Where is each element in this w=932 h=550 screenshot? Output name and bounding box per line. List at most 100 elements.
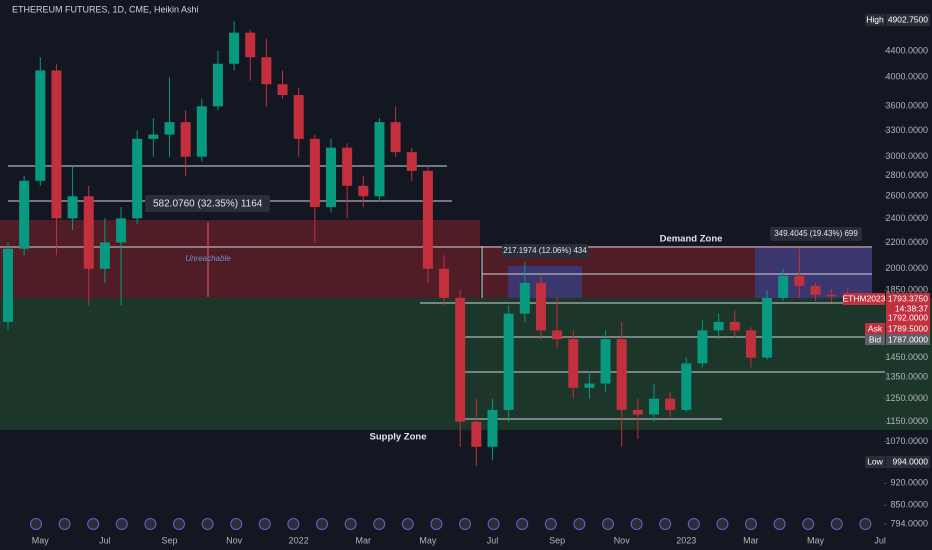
tag-value: 1792.0000 [888, 312, 928, 322]
candle-body [535, 282, 546, 331]
candle-body [422, 170, 433, 269]
candle-body [35, 70, 46, 181]
tag-bg [865, 14, 885, 26]
candle-body [552, 330, 563, 340]
y-tick-label: 1450.0000 [885, 352, 928, 362]
zones [0, 220, 932, 430]
candle-body [374, 122, 385, 197]
event-icon [687, 518, 700, 530]
candle-body [67, 196, 78, 219]
event-icon [401, 518, 414, 530]
tag-bg [886, 14, 930, 26]
x-tick-label: Nov [614, 535, 631, 545]
tag-value: 4902.7500 [888, 14, 928, 24]
candle-body [261, 57, 272, 85]
candle-body [293, 95, 304, 139]
tag-label: Low [867, 456, 883, 466]
zone-green [0, 298, 932, 430]
event-icon [58, 518, 71, 530]
candle-body [116, 218, 127, 243]
y-tick-label: 1850.0000 [885, 285, 928, 295]
y-tick-label: 1350.0000 [885, 372, 928, 382]
candle-body [632, 409, 643, 415]
candle-body [132, 138, 143, 219]
zone-label: Demand Zone [660, 234, 723, 245]
candles [3, 21, 853, 466]
tag-bg [865, 456, 885, 468]
measure-label: 582.0760 (32.35%) 1164 [153, 199, 263, 210]
tag-bg [886, 334, 930, 345]
event-icon [802, 518, 815, 530]
candle-body [584, 383, 595, 388]
event-icon [745, 518, 757, 530]
note: Unreachable [185, 254, 231, 263]
y-tick-label: 2200.0000 [885, 237, 928, 247]
event-icon [773, 518, 786, 530]
tag-label: Bid [869, 334, 882, 344]
candle-body [519, 282, 530, 314]
candle-body [277, 84, 288, 96]
candle-body [19, 180, 30, 249]
candle-body [406, 152, 417, 171]
candle-body [616, 339, 627, 410]
y-tick-label: 1250.0000 [885, 393, 928, 403]
tag-value: 1789.5000 [888, 323, 928, 333]
x-tick-label: Mar [743, 535, 759, 545]
x-tick-label: 2023 [676, 535, 696, 545]
candle-body [713, 321, 724, 331]
event-icon [573, 518, 586, 530]
chart-title: ETHEREUM FUTURES, 1D, CME, Heikin Ashi [12, 4, 199, 14]
candle-body [729, 321, 740, 331]
event-icon [258, 518, 271, 530]
event-icons [30, 518, 872, 530]
tag-bg [865, 334, 885, 345]
x-tick-label: May [807, 535, 825, 545]
y-tick-label: 1150.0000 [886, 416, 928, 426]
tag-value: 994.0000 [893, 456, 929, 466]
candle-body [455, 297, 466, 422]
tag-label: Ask [868, 323, 883, 333]
y-tick-label: 850.0000 [890, 500, 928, 510]
x-tick-label: Jul [487, 535, 499, 545]
measure-label-bg [145, 195, 270, 212]
tag-label: High [866, 14, 884, 24]
y-tick-label: 2800.0000 [885, 170, 928, 180]
measure-label: 217.1974 (12.06%) 434 [503, 246, 587, 255]
candle-body [245, 32, 256, 58]
measure-label-bg [502, 244, 588, 258]
tag-bg [843, 293, 885, 305]
candle-body [99, 242, 110, 269]
y-tick-label: 794.0000 [890, 518, 928, 528]
event-icon [830, 518, 843, 530]
annotations: ETHEREUM FUTURES, 1D, CME, Heikin Ashi 5… [12, 4, 862, 443]
x-tick-label: Sep [161, 535, 177, 545]
measure-label: 349.4045 (19.43%) 699 [774, 229, 858, 238]
event-icon [173, 518, 185, 530]
zone-label: Supply Zone [370, 432, 427, 443]
event-icon [659, 518, 672, 530]
y-tick-label: 3600.0000 [885, 101, 928, 111]
event-icon [316, 518, 328, 530]
event-icon [602, 518, 614, 530]
event-icon [201, 518, 214, 530]
x-tick-label: May [419, 535, 437, 545]
tag-value: 1787.0000 [888, 334, 928, 344]
x-tick-label: May [32, 535, 50, 545]
candle-body [762, 297, 773, 358]
x-tick-label: Sep [549, 535, 565, 545]
tag-bg [886, 293, 930, 323]
y-tick-label: 3300.0000 [885, 125, 928, 135]
event-icon [430, 518, 443, 530]
tag-bg [886, 323, 930, 334]
y-tick-label: 2600.0000 [885, 191, 928, 201]
candle-body [487, 409, 498, 447]
candle-body [745, 330, 756, 358]
event-icon [87, 518, 100, 530]
event-icon [859, 518, 872, 530]
price-tags: High 4902.7500 ETHM2023 1793.3750 14:38:… [843, 14, 930, 468]
candle-body [358, 185, 369, 197]
candle-body [229, 32, 240, 64]
candle-body [164, 122, 175, 135]
candle-body [212, 63, 223, 107]
